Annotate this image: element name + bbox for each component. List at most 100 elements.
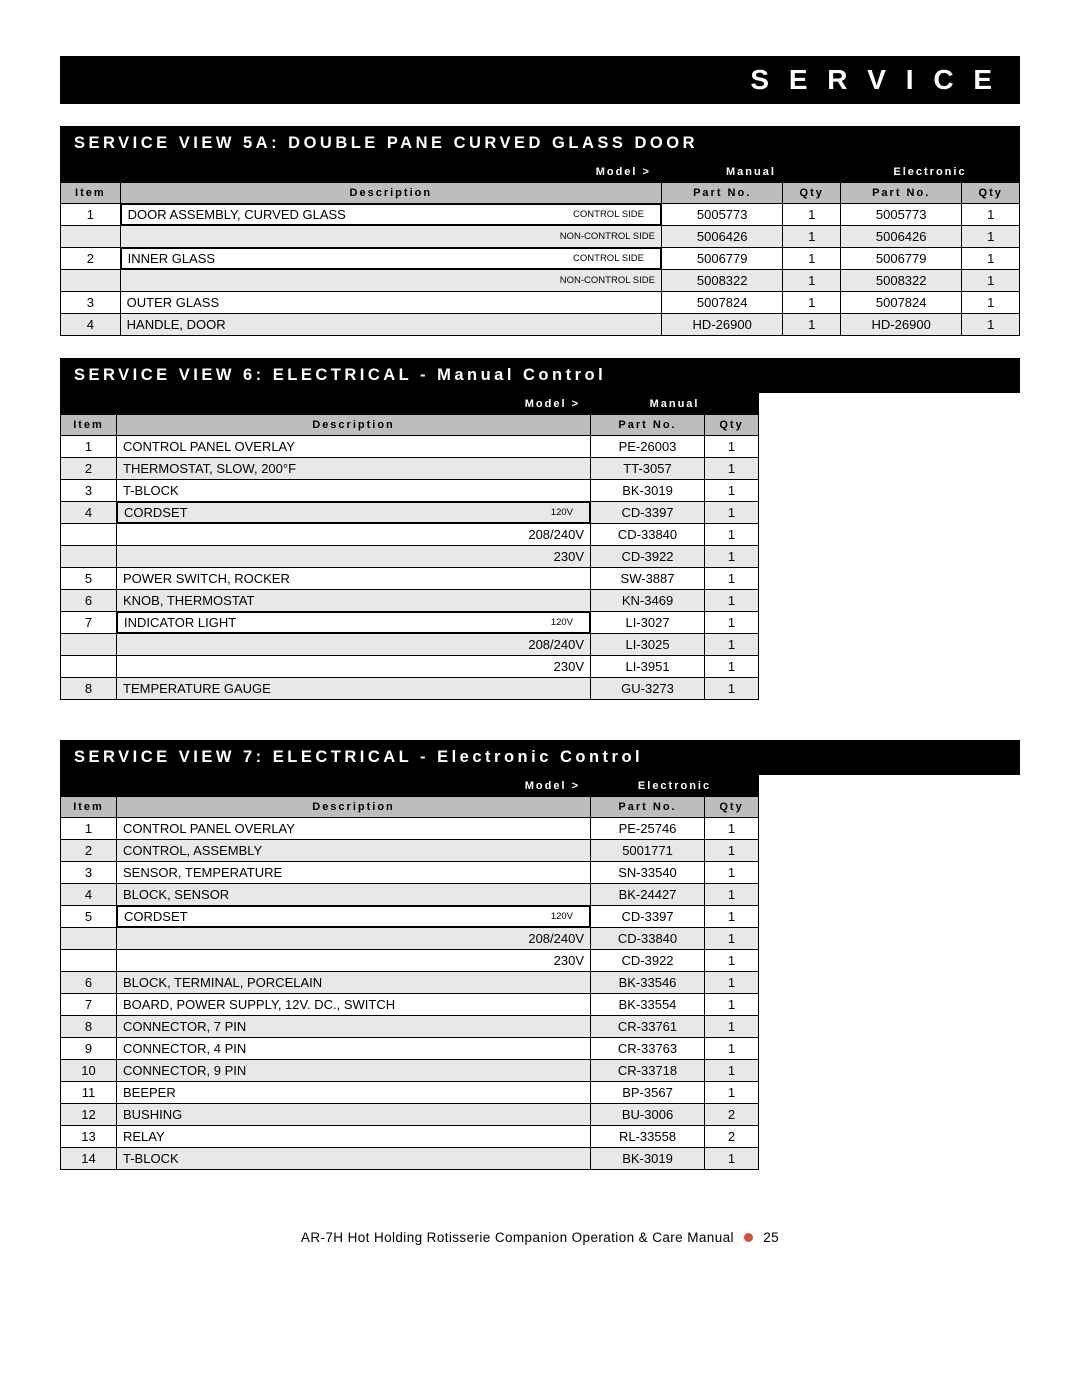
cell-description: CORDSET120V xyxy=(117,906,590,927)
cell-item xyxy=(61,950,117,972)
cell-qty: 1 xyxy=(705,928,759,950)
section-header-6: SERVICE VIEW 6: ELECTRICAL - Manual Cont… xyxy=(60,358,1020,393)
table-row: 1DOOR ASSEMBLY, CURVED GLASSCONTROL SIDE… xyxy=(61,204,1020,226)
table-row: 4HANDLE, DOORHD-269001HD-269001 xyxy=(61,314,1020,336)
section-header-7: SERVICE VIEW 7: ELECTRICAL - Electronic … xyxy=(60,740,1020,775)
cell-item: 9 xyxy=(61,1038,117,1060)
cell-qty: 1 xyxy=(705,1082,759,1104)
cell-part: HD-26900 xyxy=(840,314,961,336)
cell-part: CD-3922 xyxy=(591,546,705,568)
cell-description: INDICATOR LIGHT120V xyxy=(117,612,590,633)
cell-part: 5008322 xyxy=(840,270,961,292)
cell-part: CR-33718 xyxy=(591,1060,705,1082)
cell-description: HANDLE, DOOR xyxy=(120,314,661,336)
cell-item: 8 xyxy=(61,678,117,700)
cell-description: CONTROL, ASSEMBLY xyxy=(117,840,591,862)
table-row: 230VLI-39511 xyxy=(61,656,759,678)
cell-part: GU-3273 xyxy=(591,678,705,700)
cell-part: LI-3025 xyxy=(591,634,705,656)
cell-part: 5006779 xyxy=(661,248,782,270)
top-band: S E R V I C E xyxy=(60,56,1020,104)
cell-description: NON-CONTROL SIDE xyxy=(120,226,661,248)
cell-part: HD-26900 xyxy=(661,314,782,336)
label-model: Model > xyxy=(61,776,591,797)
col-qty: Qty xyxy=(705,415,759,436)
cell-part: LI-3027 xyxy=(591,612,705,634)
page-title: S E R V I C E xyxy=(750,64,998,96)
cell-description: CONNECTOR, 9 PIN xyxy=(117,1060,591,1082)
cell-item: 5 xyxy=(61,568,117,590)
cell-item: 2 xyxy=(61,248,121,270)
cell-description: CONNECTOR, 4 PIN xyxy=(117,1038,591,1060)
cell-part: 5007824 xyxy=(661,292,782,314)
table-row: 12BUSHINGBU-30062 xyxy=(61,1104,759,1126)
label-manual: Manual xyxy=(591,394,759,415)
cell-part: CR-33761 xyxy=(591,1016,705,1038)
cell-item: 14 xyxy=(61,1148,117,1170)
cell-part: BP-3567 xyxy=(591,1082,705,1104)
cell-qty: 1 xyxy=(705,818,759,840)
cell-description: 208/240V xyxy=(117,524,591,546)
cell-qty: 1 xyxy=(705,436,759,458)
cell-part: 5008322 xyxy=(661,270,782,292)
cell-item xyxy=(61,546,117,568)
table-row: 6KNOB, THERMOSTATKN-34691 xyxy=(61,590,759,612)
cell-part: CD-3397 xyxy=(591,906,705,928)
cell-qty: 1 xyxy=(705,906,759,928)
label-electronic: Electronic xyxy=(840,162,1019,183)
cell-description: DOOR ASSEMBLY, CURVED GLASSCONTROL SIDE xyxy=(121,204,661,225)
cell-qty: 1 xyxy=(705,524,759,546)
table-row: 7INDICATOR LIGHT120VLI-30271 xyxy=(61,612,759,634)
cell-qty: 1 xyxy=(705,1060,759,1082)
cell-qty: 1 xyxy=(783,204,841,226)
col-part: Part No. xyxy=(591,415,705,436)
cell-part: 5006426 xyxy=(661,226,782,248)
cell-qty: 1 xyxy=(705,950,759,972)
cell-part: 5007824 xyxy=(840,292,961,314)
cell-description: BLOCK, SENSOR xyxy=(117,884,591,906)
cell-part: CD-33840 xyxy=(591,524,705,546)
cell-qty: 1 xyxy=(705,458,759,480)
cell-item: 3 xyxy=(61,292,121,314)
cell-item: 4 xyxy=(61,502,117,524)
cell-item: 3 xyxy=(61,480,117,502)
table-row: 1CONTROL PANEL OVERLAYPE-260031 xyxy=(61,436,759,458)
cell-qty: 1 xyxy=(705,972,759,994)
cell-description: CONNECTOR, 7 PIN xyxy=(117,1016,591,1038)
cell-part: BK-3019 xyxy=(591,480,705,502)
table-5a: Model > Manual Electronic Item Descripti… xyxy=(60,161,1020,336)
col-desc: Description xyxy=(120,183,661,204)
col-desc: Description xyxy=(117,415,591,436)
cell-part: BK-33554 xyxy=(591,994,705,1016)
cell-qty: 1 xyxy=(962,248,1020,270)
label-model: Model > xyxy=(61,394,591,415)
cell-qty: 1 xyxy=(783,248,841,270)
cell-description: CONTROL PANEL OVERLAY xyxy=(117,436,591,458)
cell-item: 10 xyxy=(61,1060,117,1082)
cell-item: 1 xyxy=(61,204,121,226)
cell-description: 208/240V xyxy=(117,634,591,656)
cell-item: 4 xyxy=(61,884,117,906)
footer: AR-7H Hot Holding Rotisserie Companion O… xyxy=(60,1230,1020,1245)
col-part: Part No. xyxy=(591,797,705,818)
table-row: 8CONNECTOR, 7 PINCR-337611 xyxy=(61,1016,759,1038)
table-row: NON-CONTROL SIDE5006426150064261 xyxy=(61,226,1020,248)
table-row: 9CONNECTOR, 4 PINCR-337631 xyxy=(61,1038,759,1060)
table-7: Model > Electronic Item Description Part… xyxy=(60,775,759,1170)
cell-qty: 1 xyxy=(962,292,1020,314)
cell-description: OUTER GLASS xyxy=(120,292,661,314)
cell-part: CD-3397 xyxy=(591,502,705,524)
cell-part: BU-3006 xyxy=(591,1104,705,1126)
col-item: Item xyxy=(61,415,117,436)
cell-description: 208/240V xyxy=(117,928,591,950)
table-row: 230VCD-39221 xyxy=(61,950,759,972)
cell-part: 5005773 xyxy=(661,204,782,226)
table-row: 208/240VCD-338401 xyxy=(61,524,759,546)
table-model-row: Model > Manual xyxy=(61,394,759,415)
cell-part: 5006426 xyxy=(840,226,961,248)
cell-item: 7 xyxy=(61,994,117,1016)
cell-qty: 1 xyxy=(783,292,841,314)
table-row: 3T-BLOCKBK-30191 xyxy=(61,480,759,502)
cell-qty: 1 xyxy=(705,568,759,590)
table-row: 13RELAYRL-335582 xyxy=(61,1126,759,1148)
